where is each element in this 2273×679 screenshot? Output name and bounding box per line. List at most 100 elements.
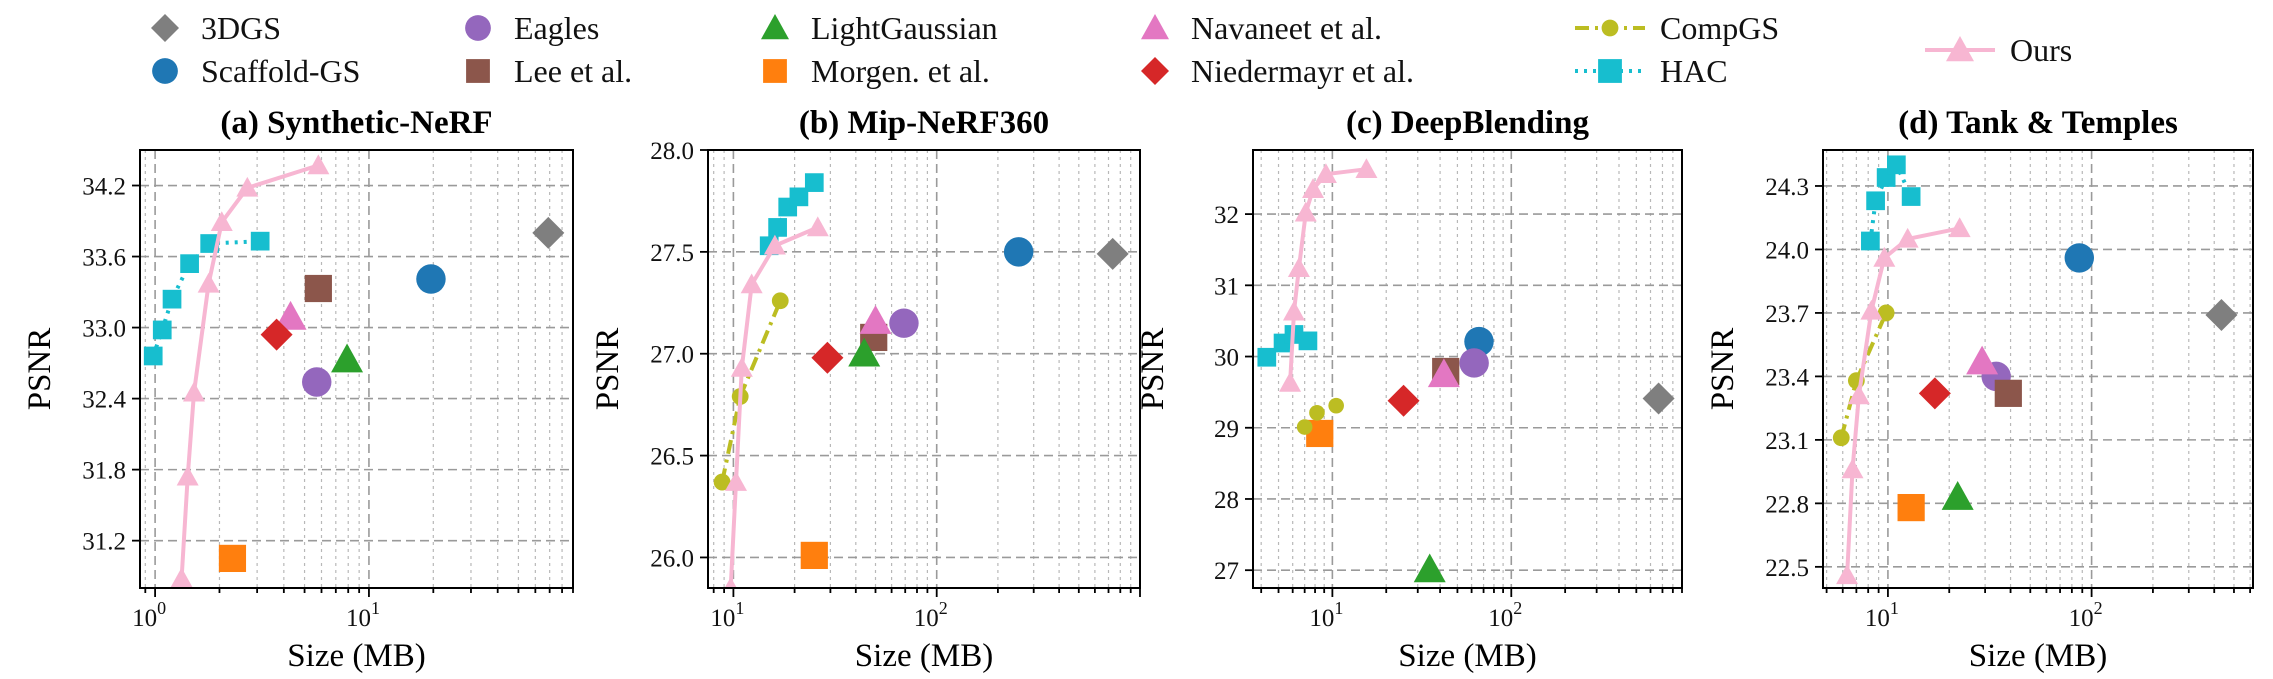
series-point-compgs [713, 473, 731, 491]
legend-marker-niedermayr-et-al [1141, 57, 1169, 85]
point-scaffold-gs [416, 264, 446, 294]
plot-area [713, 173, 1129, 588]
y-tick-label: 23.7 [1765, 301, 1809, 328]
x-tick-label: 101 [1309, 598, 1343, 632]
series-point-ours [730, 356, 753, 377]
series-point-hac [162, 289, 182, 309]
y-tick-label: 28 [1214, 487, 1239, 514]
y-axis-label: PSNR [590, 328, 626, 411]
y-tick-label: 28.0 [650, 138, 694, 165]
y-tick-label: 34.2 [82, 174, 126, 201]
series-point-ours [1294, 201, 1317, 222]
series-point-ours [1355, 158, 1378, 179]
legend-label: Scaffold-GS [201, 53, 360, 89]
plot-area [1257, 158, 1675, 583]
series-point-ours [170, 567, 193, 588]
legend-item-niedermayr-et-al: Niedermayr et al. [1141, 53, 1414, 89]
point-lightgaussian [848, 337, 881, 367]
point-navaneet-et-al [1427, 358, 1460, 388]
series-point-compgs [1877, 304, 1895, 322]
x-tick-label: 102 [2069, 598, 2103, 632]
point-lightgaussian [331, 343, 364, 373]
point-compgs [1296, 419, 1313, 435]
series-point-hac [180, 254, 199, 273]
point-scaffold-gs [2064, 243, 2095, 273]
minor-gridlines [1826, 150, 2251, 588]
series-point-hac [1887, 155, 1906, 175]
legend-label: Eagles [514, 10, 599, 46]
series-point-ours [1873, 246, 1896, 267]
point-niedermayr-et-al [260, 318, 293, 351]
y-tick-label: 23.4 [1765, 364, 1809, 391]
series-point-ours [1314, 163, 1337, 184]
legend-item-3dgs: 3DGS [151, 10, 281, 46]
point-morgen-et-al [800, 541, 828, 570]
y-axis-label: PSNR [22, 328, 58, 411]
series-point-ours [182, 381, 205, 402]
point-navaneet-et-al [859, 305, 892, 334]
legend-marker-eagles [465, 15, 491, 41]
panel-a-synthetic-nerf: 100 101 31.2 31.8 32.4 33.0 33.6 34.2 (a) Synthe… [22, 105, 574, 674]
x-axis-label: Size (MB) [1969, 638, 2107, 674]
series-point-ours [1836, 564, 1859, 585]
series-point-ours [724, 577, 737, 588]
point-eagles [1459, 348, 1489, 378]
legend: 3DGS Scaffold-GS Eagles Lee et al. LightGaus… [151, 10, 2072, 89]
y-tick-label: 22.8 [1765, 491, 1809, 518]
tick-marks [132, 184, 574, 597]
point-navaneet-et-al [1966, 345, 1999, 375]
y-axis-label: PSNR [1705, 328, 1741, 411]
y-tick-label: 31 [1214, 273, 1239, 300]
y-tick-label: 24.3 [1765, 174, 1809, 201]
y-tick-label: 27.5 [650, 240, 694, 267]
x-tick-label: 102 [914, 598, 948, 632]
chart-panels: 100 101 31.2 31.8 32.4 33.0 33.6 34.2 (a) Synthe… [22, 105, 2254, 674]
point-3dgs [532, 216, 565, 249]
series-point-ours [1287, 257, 1310, 278]
series-point-hac [152, 320, 172, 340]
y-tick-label: 24.0 [1765, 237, 1809, 264]
series-point-ours [176, 465, 199, 486]
y-tick-label: 22.5 [1765, 555, 1809, 582]
y-tick-label: 30 [1214, 345, 1239, 372]
series-point-ours [1847, 384, 1870, 405]
y-axis-label: PSNR [1135, 328, 1171, 411]
y-tick-label: 32 [1214, 202, 1239, 229]
series-point-hac [1861, 231, 1880, 251]
y-tick-label: 31.8 [82, 458, 126, 485]
y-tick-label: 27.0 [650, 342, 694, 369]
x-tick-label: 101 [346, 598, 380, 632]
legend-marker-compgs [1601, 19, 1619, 37]
series-point-hac [789, 187, 809, 207]
x-axis-label: Size (MB) [287, 638, 425, 674]
legend-marker-ours [1946, 36, 1974, 62]
axes-frame [139, 149, 574, 589]
series-line-ours [728, 225, 819, 588]
major-gridlines [1823, 150, 2253, 588]
series-point-ours [763, 234, 786, 255]
legend-marker-scaffold-gs [152, 58, 178, 84]
y-tick-label: 33.6 [82, 245, 126, 272]
panel-title: (a) Synthetic-NeRF [220, 105, 492, 141]
legend-label: Navaneet et al. [1191, 10, 1382, 46]
tick-marks [700, 149, 1141, 597]
major-gridlines [140, 150, 573, 588]
point-morgen-et-al [1897, 493, 1925, 522]
legend-item-ours: Ours [1925, 32, 2072, 68]
legend-item-hac: HAC [1575, 53, 1728, 89]
y-tick-label: 26.0 [650, 545, 694, 572]
series-point-hac [250, 231, 270, 251]
series-point-ours [1282, 300, 1305, 321]
series-point-hac [1257, 347, 1277, 367]
x-tick-label: 102 [1488, 598, 1522, 632]
axes-frame [707, 149, 1141, 589]
series-point-hac [768, 218, 787, 237]
tick-marks [1815, 185, 2251, 597]
series-point-ours [740, 273, 763, 294]
series-line-hac [1868, 162, 1913, 242]
series-point-ours [806, 216, 829, 237]
legend-item-lightgaussian: LightGaussian [761, 10, 998, 46]
major-gridlines [1253, 150, 1682, 588]
plot-area [1832, 155, 2238, 585]
